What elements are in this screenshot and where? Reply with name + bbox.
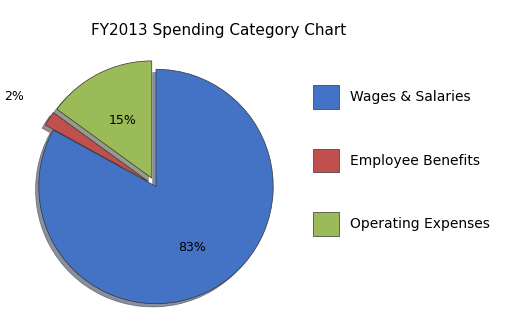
Text: Wages & Salaries: Wages & Salaries: [349, 90, 470, 104]
FancyBboxPatch shape: [313, 212, 339, 236]
Wedge shape: [45, 113, 148, 181]
Text: FY2013 Spending Category Chart: FY2013 Spending Category Chart: [91, 23, 346, 38]
Text: Operating Expenses: Operating Expenses: [349, 217, 489, 231]
Text: 2%: 2%: [5, 90, 24, 103]
Text: Employee Benefits: Employee Benefits: [349, 154, 479, 167]
Wedge shape: [57, 61, 152, 178]
Text: 83%: 83%: [178, 240, 206, 253]
FancyBboxPatch shape: [313, 149, 339, 172]
Text: 15%: 15%: [109, 114, 136, 127]
FancyBboxPatch shape: [313, 85, 339, 109]
Wedge shape: [39, 69, 273, 304]
